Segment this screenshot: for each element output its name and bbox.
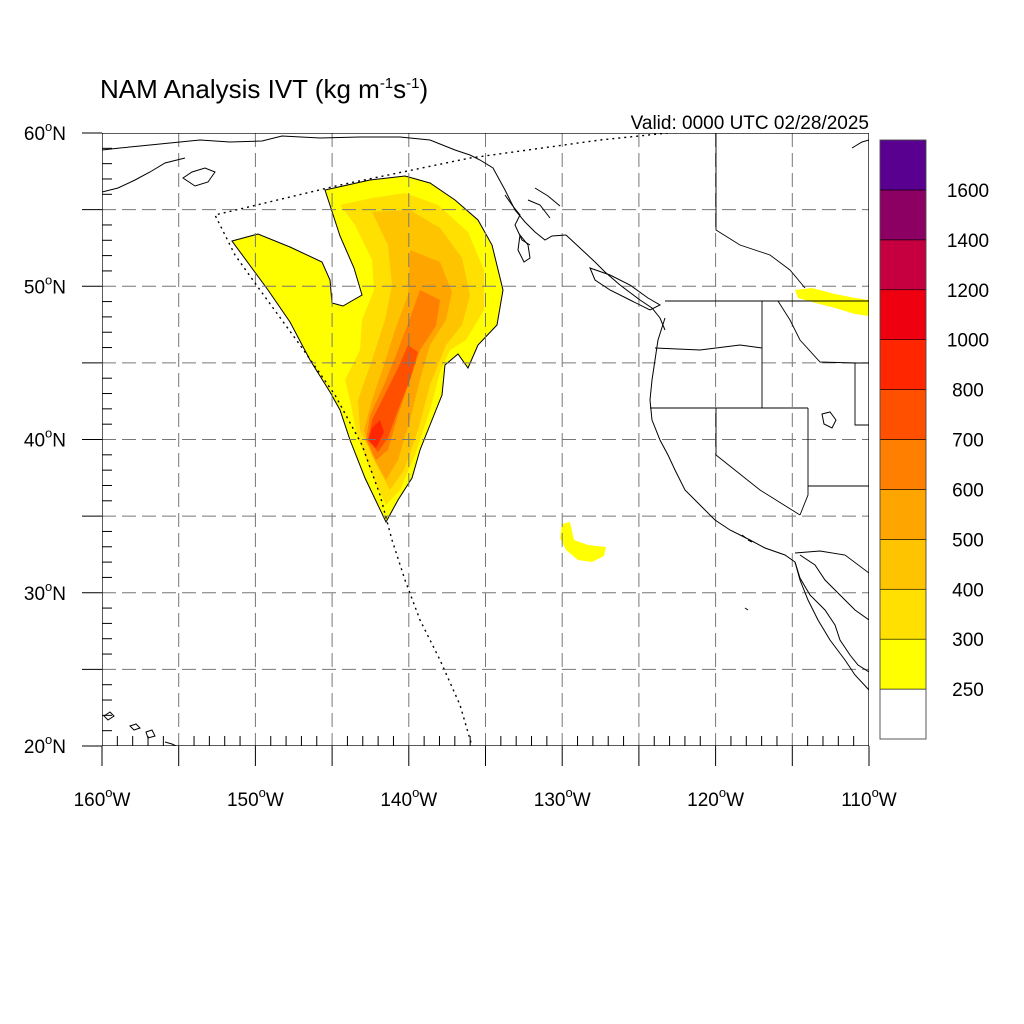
channel-islands <box>741 534 753 611</box>
wyoming-border <box>854 362 869 426</box>
haida-gwaii <box>517 233 531 263</box>
colorbar-swatch <box>879 688 927 740</box>
lat-tick-label: 40oN <box>24 426 66 452</box>
colorbar-swatch <box>879 339 927 390</box>
colorbar-swatch <box>879 139 927 191</box>
hawaii-islands <box>103 711 177 746</box>
colorbar-swatch <box>879 539 927 590</box>
colorbar-swatch <box>879 489 927 540</box>
colorbar-frame <box>879 139 927 740</box>
alaska-peninsula <box>102 157 186 193</box>
lon-tick-label: 120oW <box>687 785 744 811</box>
lat-tick-label: 60oN <box>24 119 66 145</box>
alaska-coast <box>102 135 567 241</box>
ivt-patch-rockies <box>795 288 869 316</box>
us-west-coast <box>649 317 869 691</box>
lat-tick-label: 50oN <box>24 272 66 298</box>
ivt-colorbar: 250 300 400 500 600 700 800 1000 1200 1400 1600 <box>879 139 989 740</box>
lon-tick-label: 160oW <box>74 785 131 811</box>
colorbar-swatch <box>879 638 927 690</box>
inside-passage-islands <box>504 187 561 246</box>
colorbar-level-label: 300 <box>952 630 984 651</box>
great-salt-lake <box>821 411 837 429</box>
graticule <box>102 133 869 746</box>
nevada-utah-border <box>799 408 809 516</box>
colorbar-level-label: 1200 <box>947 281 989 302</box>
alaska-canada-border <box>715 133 806 289</box>
colorbar-level-label: 500 <box>952 530 984 551</box>
political-borders <box>650 133 869 574</box>
colorbar-level-label: 1400 <box>947 231 989 252</box>
washington-oregon-border <box>654 344 763 351</box>
lon-tick-label: 140oW <box>380 785 437 811</box>
bc-coast <box>565 234 666 331</box>
colorbar-swatch <box>879 389 927 440</box>
lon-tick-label: 110oW <box>841 785 897 811</box>
colorbar-swatch <box>879 289 927 340</box>
ivt-shading <box>231 175 869 562</box>
colorbar-level-label: 400 <box>952 580 984 601</box>
lon-tick-label: 150oW <box>227 785 284 811</box>
colorbar-level-label: 250 <box>952 680 984 701</box>
gulf-of-california <box>799 554 869 621</box>
model-domain-boundary <box>213 133 669 746</box>
montana-border <box>777 300 856 364</box>
colorbar-swatch <box>879 439 927 490</box>
colorbar-level-label: 1600 <box>947 181 989 202</box>
colorbar-level-label: 1000 <box>947 331 989 352</box>
colorbar-level-label: 700 <box>952 431 984 452</box>
colorbar-level-label: 800 <box>952 381 984 402</box>
lat-tick-label: 20oN <box>24 732 66 758</box>
nevada-california-border <box>715 408 801 516</box>
lon-tick-label: 130oW <box>534 785 591 811</box>
colorbar-level-label: 600 <box>952 480 984 501</box>
map-title: NAM Analysis IVT (kg m-1s-1) <box>100 74 428 104</box>
coastlines <box>102 135 869 746</box>
colorbar-swatch <box>879 588 927 640</box>
map-plot-area <box>102 133 869 746</box>
ivt-patch-subtropical <box>560 522 606 562</box>
lat-tick-label: 30oN <box>24 579 66 605</box>
hudson-bay-edge <box>851 139 869 149</box>
map-axes: 160oW 150oW 140oW 130oW 120oW 110oW 60oN 50oN 40… <box>24 119 897 811</box>
valid-time-label: Valid: 0000 UTC 02/28/2025 <box>631 113 869 134</box>
kodiak-island <box>182 167 216 187</box>
vancouver-island <box>589 267 662 311</box>
ivt-contour-800 <box>368 420 384 448</box>
baja-california <box>794 561 869 673</box>
colorbar-swatch <box>879 189 927 241</box>
us-mexico-border <box>794 550 869 574</box>
colorbar-swatch <box>879 239 927 291</box>
